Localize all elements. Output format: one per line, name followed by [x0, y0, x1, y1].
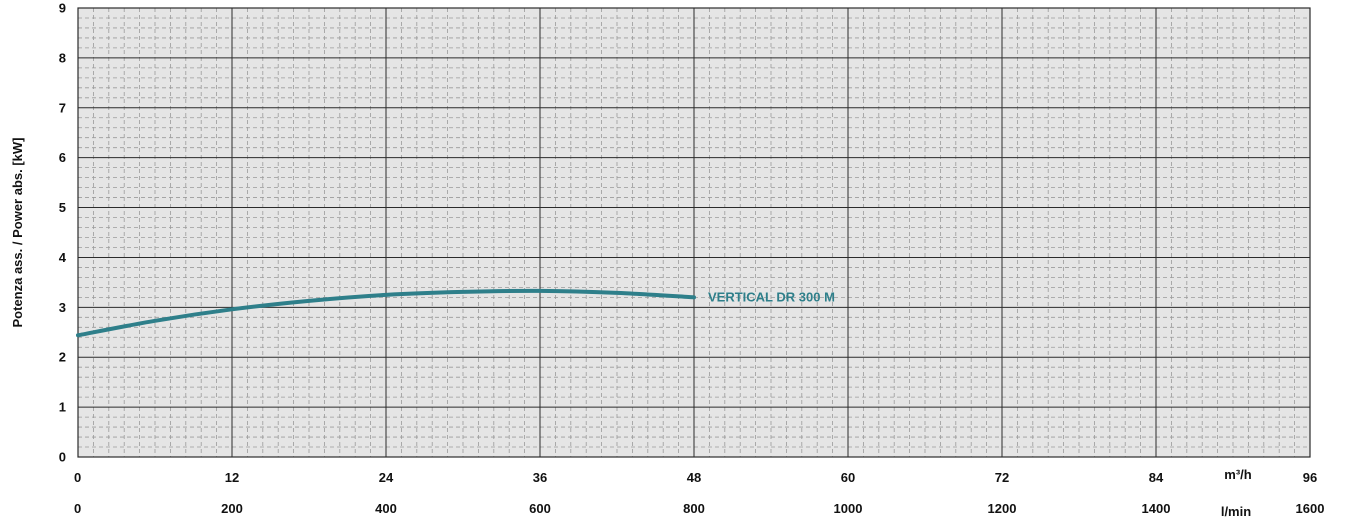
y-tick-label: 0: [59, 450, 66, 465]
y-tick-label: 9: [59, 1, 66, 16]
major-grid: [78, 8, 1310, 457]
x-primary-tick-label: 24: [379, 470, 394, 485]
x-secondary-tick-label: 1000: [834, 501, 863, 516]
y-axis-ticks: 0 1 2 3 4 5 6 7 8 9: [59, 1, 67, 465]
x-primary-tick-label: 60: [841, 470, 855, 485]
y-tick-label: 8: [59, 50, 66, 65]
x-axis-primary-ticks: 0 12 24 36 48 60 72 84 96: [74, 470, 1317, 485]
x-primary-tick-label: 48: [687, 470, 701, 485]
y-axis-title: Potenza ass. / Power abs. [kW]: [10, 138, 25, 328]
x-secondary-tick-label: 200: [221, 501, 243, 516]
x-primary-tick-label: 0: [74, 470, 81, 485]
series-label: VERTICAL DR 300 M: [708, 289, 835, 304]
x-axis-primary-unit: m³/h: [1224, 467, 1252, 482]
x-secondary-tick-label: 600: [529, 501, 551, 516]
plot-frame: [77, 7, 1311, 458]
series-layer: VERTICAL DR 300 M: [76, 288, 835, 338]
y-tick-label: 2: [59, 350, 66, 365]
x-primary-tick-label: 84: [1149, 470, 1164, 485]
x-secondary-tick-label: 400: [375, 501, 397, 516]
x-axis-secondary-ticks: 0 200 400 600 800 1000 1200 1400 1600: [74, 501, 1324, 516]
y-tick-label: 5: [59, 200, 66, 215]
series-line: [76, 288, 696, 338]
x-primary-tick-label: 96: [1303, 470, 1317, 485]
x-primary-tick-label: 36: [533, 470, 547, 485]
x-secondary-tick-label: 1600: [1296, 501, 1325, 516]
y-tick-label: 3: [59, 300, 66, 315]
x-primary-tick-label: 12: [225, 470, 239, 485]
y-tick-label: 6: [59, 150, 66, 165]
x-secondary-tick-label: 0: [74, 501, 81, 516]
x-secondary-tick-label: 1200: [988, 501, 1017, 516]
y-tick-label: 7: [59, 100, 66, 115]
y-tick-label: 4: [59, 250, 67, 265]
y-tick-label: 1: [59, 400, 66, 415]
x-primary-tick-label: 72: [995, 470, 1009, 485]
x-secondary-tick-label: 800: [683, 501, 705, 516]
x-secondary-tick-label: 1400: [1142, 501, 1171, 516]
x-axis-secondary-unit: l/min: [1221, 504, 1251, 519]
